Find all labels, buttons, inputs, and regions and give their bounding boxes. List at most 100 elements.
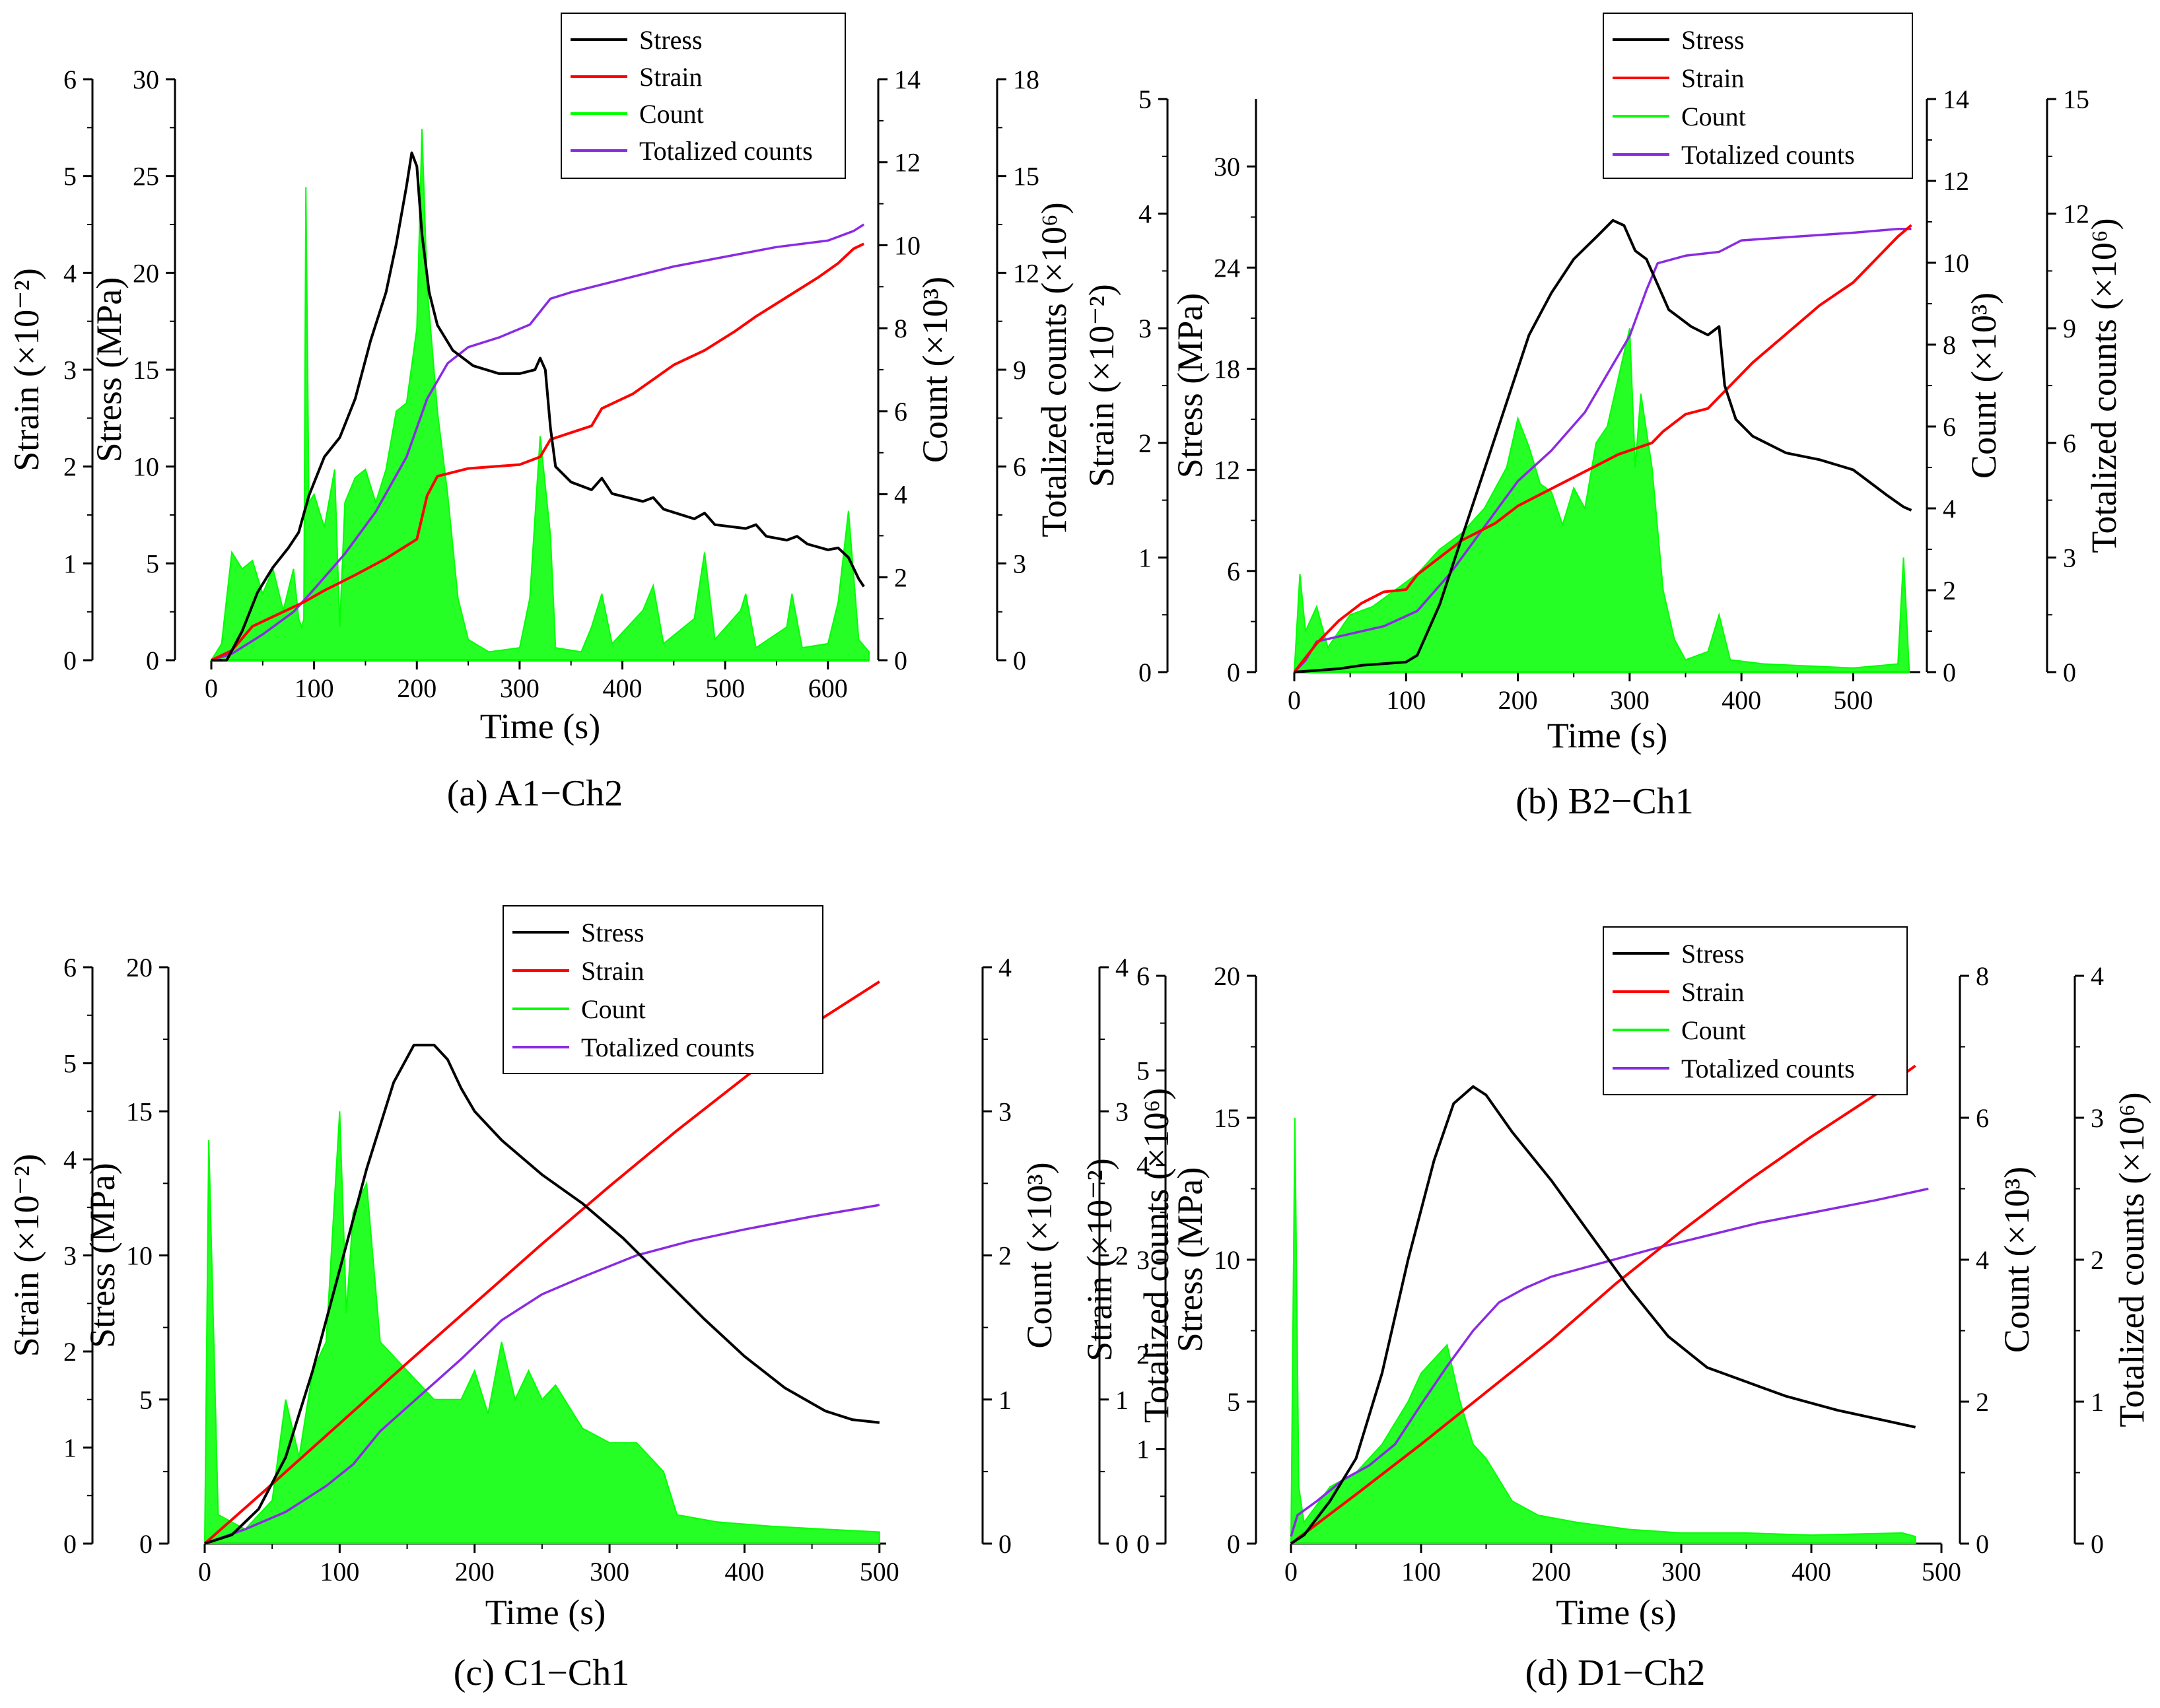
strain-tick-label: 0 xyxy=(1138,658,1152,687)
strain-tick-label: 0 xyxy=(63,646,77,675)
count-tick-label: 12 xyxy=(1943,166,1969,196)
count-tick-label: 4 xyxy=(894,480,907,510)
x-tick-label: 0 xyxy=(198,1557,211,1587)
stress-tick-label: 0 xyxy=(1227,1529,1240,1559)
total-tick-label: 3 xyxy=(2063,543,2076,572)
strain-tick-label: 4 xyxy=(63,258,77,288)
strain-axis-title: Strain (×10⁻²) xyxy=(1080,1158,1119,1361)
stress-tick-label: 15 xyxy=(1214,1103,1240,1133)
total-tick-label: 15 xyxy=(2063,85,2089,114)
legend-label: Strain xyxy=(581,956,645,986)
x-tick-label: 200 xyxy=(1498,685,1538,715)
legend-frame xyxy=(503,905,823,1074)
total-tick-label: 0 xyxy=(1115,1529,1129,1559)
legend: Stress Strain Count Totalized counts xyxy=(561,13,846,179)
stress-tick-label: 30 xyxy=(1214,152,1240,182)
stress-tick-label: 20 xyxy=(1214,961,1240,991)
x-tick-label: 300 xyxy=(590,1557,629,1587)
strain-tick-label: 1 xyxy=(1136,1435,1150,1464)
legend-label: Strain xyxy=(1681,977,1745,1007)
strain-tick-label: 0 xyxy=(63,1529,77,1559)
total-tick-label: 9 xyxy=(1013,355,1026,385)
stress-tick-label: 5 xyxy=(146,549,159,578)
count-tick-label: 0 xyxy=(998,1529,1012,1559)
count-tick-label: 2 xyxy=(998,1241,1012,1271)
legend-label: Stress xyxy=(1681,939,1745,969)
total-tick-label: 3 xyxy=(1013,549,1026,578)
total-tick-label: 0 xyxy=(2091,1529,2104,1559)
count-tick-label: 3 xyxy=(998,1097,1012,1126)
count-tick-label: 4 xyxy=(998,953,1012,982)
legend-label: Count xyxy=(639,99,704,129)
strain-tick-label: 3 xyxy=(1136,1245,1150,1275)
count-tick-label: 0 xyxy=(1943,658,1956,687)
count-tick-label: 6 xyxy=(1976,1103,1989,1133)
strain-tick-label: 1 xyxy=(63,549,77,578)
count-axis-title: Count (×10³) xyxy=(1964,292,2003,479)
strain-tick-label: 1 xyxy=(1138,543,1152,572)
count-series xyxy=(210,129,870,661)
strain-tick-label: 5 xyxy=(63,1049,77,1079)
x-tick-label: 100 xyxy=(1401,1557,1441,1587)
x-tick-label: 500 xyxy=(1922,1557,1961,1587)
count-tick-label: 0 xyxy=(894,646,907,675)
total-tick-label: 12 xyxy=(1013,258,1039,288)
total-axis-title: Totalized counts (×10⁶) xyxy=(2112,1092,2151,1427)
legend-label: Count xyxy=(1681,1015,1746,1045)
strain-axis-title: Strain (×10⁻²) xyxy=(7,1154,46,1357)
strain-series xyxy=(211,242,865,662)
count-axis-title: Count (×10³) xyxy=(1020,1162,1059,1348)
x-tick-label: 600 xyxy=(808,673,848,703)
count-axis-title: Count (×10³) xyxy=(915,277,955,463)
total-tick-label: 2 xyxy=(2091,1245,2104,1275)
total-tick-label: 12 xyxy=(2063,199,2089,229)
stress-tick-label: 24 xyxy=(1214,253,1240,283)
legend-label: Totalized counts xyxy=(639,136,813,166)
stress-axis-title: Stress (MPa) xyxy=(89,277,129,463)
x-tick-label: 100 xyxy=(295,673,334,703)
strain-tick-label: 3 xyxy=(1138,314,1152,343)
panel-caption: (a) A1−Ch2 xyxy=(447,773,623,814)
totalized-counts-series xyxy=(1293,227,1912,673)
total-tick-label: 6 xyxy=(2063,428,2076,458)
total-tick-label: 4 xyxy=(2091,961,2104,991)
count-tick-label: 10 xyxy=(1943,248,1969,278)
count-tick-label: 2 xyxy=(1943,576,1956,605)
x-tick-label: 300 xyxy=(1661,1557,1701,1587)
totalized-counts-series xyxy=(204,1204,880,1545)
x-tick-label: 400 xyxy=(603,673,643,703)
count-tick-label: 4 xyxy=(1943,494,1956,524)
x-axis-title: Time (s) xyxy=(1547,716,1668,755)
strain-tick-label: 6 xyxy=(1136,961,1150,991)
x-tick-label: 300 xyxy=(1610,685,1650,715)
stress-tick-label: 12 xyxy=(1214,456,1240,485)
strain-tick-label: 2 xyxy=(1136,1340,1150,1369)
total-tick-label: 9 xyxy=(2063,314,2076,343)
count-tick-label: 2 xyxy=(894,563,907,592)
strain-tick-label: 5 xyxy=(1138,85,1152,114)
strain-tick-label: 4 xyxy=(63,1145,77,1175)
strain-tick-label: 3 xyxy=(63,1241,77,1271)
x-tick-label: 200 xyxy=(455,1557,495,1587)
panel-caption: (b) B2−Ch1 xyxy=(1515,781,1694,822)
x-tick-label: 500 xyxy=(705,673,745,703)
x-tick-label: 500 xyxy=(1833,685,1873,715)
stress-tick-label: 6 xyxy=(1227,557,1240,586)
stress-tick-label: 20 xyxy=(126,953,153,982)
total-axis-title: Totalized counts (×10⁶) xyxy=(1136,1088,1176,1423)
legend-label: Strain xyxy=(639,62,703,92)
stress-tick-label: 30 xyxy=(133,65,159,94)
stress-tick-label: 0 xyxy=(146,646,159,675)
stress-tick-label: 10 xyxy=(1214,1245,1240,1275)
strain-tick-label: 3 xyxy=(63,355,77,385)
stress-tick-label: 10 xyxy=(133,452,159,482)
x-tick-label: 0 xyxy=(1284,1557,1298,1587)
count-tick-label: 6 xyxy=(1943,412,1956,442)
x-tick-label: 200 xyxy=(397,673,436,703)
total-tick-label: 18 xyxy=(1013,65,1039,94)
